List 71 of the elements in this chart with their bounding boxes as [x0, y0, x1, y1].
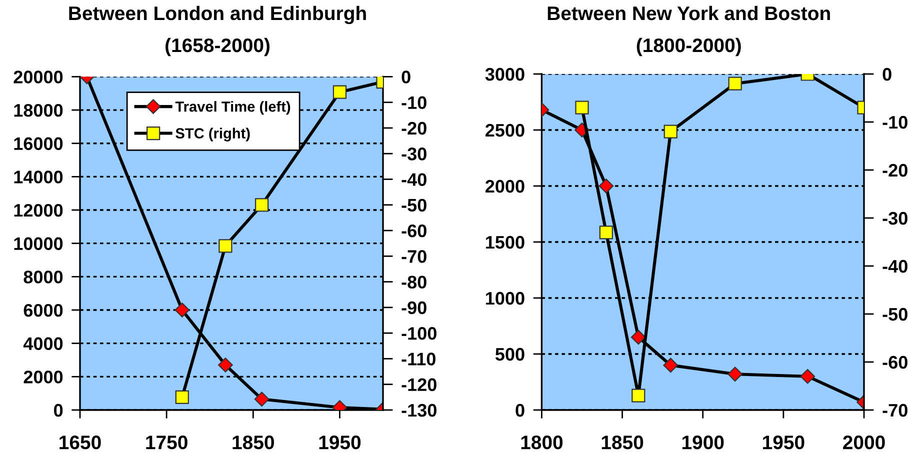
y2-tick-label: -20 [882, 164, 908, 177]
point [599, 226, 613, 240]
y2-tick-label: -20 [402, 122, 426, 135]
y2-tick-label: -130 [402, 404, 436, 417]
y-tick-label: 6000 [24, 304, 63, 317]
y-tick-label: 1000 [486, 292, 524, 305]
point [174, 302, 190, 318]
point [728, 76, 742, 90]
y2-tick-label: -40 [402, 173, 426, 186]
y-tick-label: 18000 [14, 104, 63, 117]
x-tick-label: 1800 [521, 436, 563, 450]
point [632, 388, 646, 402]
point [254, 198, 269, 212]
x-tick-label: 2000 [843, 436, 885, 450]
y2-tick-label: -40 [882, 260, 908, 273]
y-tick-label: 10000 [14, 237, 63, 250]
y2-tick-label: -80 [402, 276, 426, 289]
y2-tick-label: -60 [882, 356, 908, 369]
legend-label: STC (right) [176, 128, 250, 142]
legend-label: Travel Time (left) [175, 101, 290, 115]
y2-tick-label: -10 [402, 96, 426, 110]
y2-tick-label: -50 [402, 198, 426, 212]
y2-tick-label: -70 [402, 250, 426, 263]
y-tick-label: 2000 [485, 180, 524, 193]
y-tick-label: 500 [495, 348, 524, 361]
x-tick-label: 1950 [319, 436, 361, 450]
y2-tick-label: 0 [402, 70, 410, 84]
chart-title: Between London and Edinburgh [69, 6, 366, 24]
y-tick-label: 4000 [23, 337, 63, 350]
y2-tick-label: -30 [882, 212, 908, 225]
y2-tick-label: -30 [402, 148, 426, 160]
chart-subtitle: (1800-2000) [636, 38, 741, 56]
point [332, 85, 347, 99]
point [663, 358, 678, 373]
y-tick-label: 3000 [485, 68, 524, 81]
y2-tick-label: -50 [882, 308, 908, 321]
chart-title: Between New York and Boston [548, 6, 830, 20]
y-tick-label: 14000 [14, 170, 63, 184]
point [800, 368, 816, 384]
point [598, 178, 614, 194]
x-tick-label: 1850 [602, 436, 644, 450]
point [218, 239, 232, 253]
point [575, 100, 589, 114]
y2-tick-label: -90 [402, 301, 426, 314]
point [218, 358, 233, 372]
y2-tick-label: -120 [402, 378, 436, 392]
y2-tick-label: 0 [882, 68, 892, 81]
y-tick-label: 1500 [486, 236, 524, 249]
y2-tick-label: -60 [402, 224, 426, 238]
y-tick-label: 8000 [24, 270, 63, 284]
y2-tick-label: -70 [882, 404, 908, 417]
x-tick-label: 1950 [763, 436, 804, 450]
y2-tick-label: -100 [402, 327, 436, 340]
y-tick-label: 16000 [14, 137, 63, 150]
x-tick-label: 1750 [146, 436, 188, 450]
chart-subtitle: (1658-2000) [166, 38, 270, 56]
point [630, 330, 646, 345]
y-tick-label: 0 [516, 404, 524, 417]
y2-tick-label: -110 [402, 352, 436, 366]
x-tick-label: 1900 [682, 436, 724, 450]
point [664, 124, 678, 138]
point [728, 366, 743, 382]
y-tick-label: 20000 [14, 70, 63, 84]
y-tick-label: 0 [54, 404, 63, 417]
x-tick-label: 1650 [60, 436, 101, 450]
y-tick-label: 12000 [14, 204, 63, 217]
x-tick-label: 1850 [232, 436, 274, 450]
y2-tick-label: -10 [882, 116, 908, 129]
y-tick-label: 2000 [24, 370, 63, 384]
y-tick-label: 2500 [485, 124, 524, 137]
point [175, 390, 189, 404]
